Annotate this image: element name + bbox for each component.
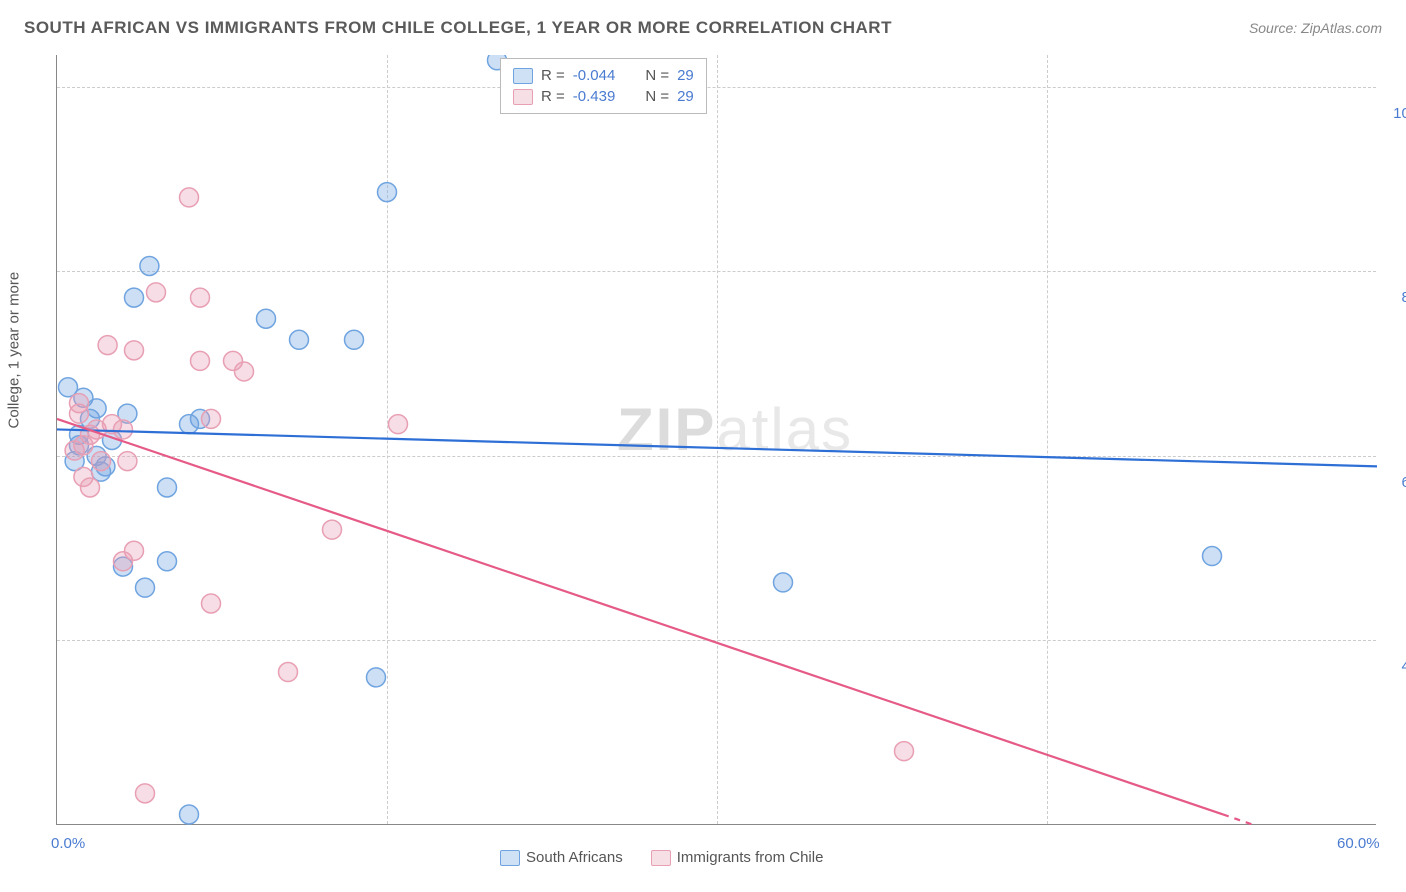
data-point	[74, 436, 93, 455]
data-point	[389, 415, 408, 434]
y-tick-label: 100.0%	[1384, 105, 1406, 122]
trend-line-dashed	[1223, 814, 1377, 825]
x-tick-label: 60.0%	[1337, 835, 1380, 852]
source-prefix: Source:	[1249, 20, 1301, 36]
series-name: South Africans	[526, 849, 623, 866]
correlation-legend: R = -0.044 N = 29 R = -0.439 N = 29	[500, 58, 707, 114]
header-row: SOUTH AFRICAN VS IMMIGRANTS FROM CHILE C…	[0, 0, 1406, 48]
data-point	[87, 399, 106, 418]
data-point	[202, 409, 221, 428]
y-tick-label: 65.0%	[1384, 474, 1406, 491]
data-point	[367, 668, 386, 687]
data-point	[202, 594, 221, 613]
data-point	[118, 452, 137, 471]
data-point	[158, 478, 177, 497]
y-tick-label: 47.5%	[1384, 658, 1406, 675]
data-point	[70, 394, 89, 413]
data-point	[290, 330, 309, 349]
data-point	[125, 341, 144, 360]
data-point	[279, 663, 298, 682]
data-point	[180, 805, 199, 824]
data-point	[895, 742, 914, 761]
plot-area: ZIPatlas 47.5%65.0%82.5%100.0%0.0%60.0%	[56, 55, 1376, 825]
legend-r-value: -0.044	[573, 67, 616, 84]
trend-line	[57, 429, 1377, 466]
data-point	[92, 452, 111, 471]
correlation-legend-row: R = -0.044 N = 29	[513, 65, 694, 86]
legend-n-value: 29	[677, 67, 694, 84]
source-label: Source: ZipAtlas.com	[1249, 20, 1382, 36]
data-point	[345, 330, 364, 349]
legend-r-label: R =	[541, 67, 565, 84]
legend-r-value: -0.439	[573, 88, 616, 105]
data-point	[180, 188, 199, 207]
data-point	[774, 573, 793, 592]
data-point	[125, 288, 144, 307]
data-point	[323, 520, 342, 539]
legend-swatch	[513, 68, 533, 84]
data-point	[257, 309, 276, 328]
correlation-legend-row: R = -0.439 N = 29	[513, 86, 694, 107]
data-point	[136, 784, 155, 803]
chart-svg	[57, 55, 1377, 825]
data-point	[191, 351, 210, 370]
legend-swatch	[500, 850, 520, 866]
data-point	[125, 541, 144, 560]
legend-n-label: N =	[645, 67, 669, 84]
legend-n-value: 29	[677, 88, 694, 105]
series-legend: South Africans Immigrants from Chile	[500, 849, 823, 866]
data-point	[81, 478, 100, 497]
legend-n-label: N =	[645, 88, 669, 105]
series-legend-item: Immigrants from Chile	[651, 849, 824, 866]
data-point	[1203, 547, 1222, 566]
source-name: ZipAtlas.com	[1301, 20, 1382, 36]
y-axis-label: College, 1 year or more	[6, 272, 23, 429]
legend-swatch	[651, 850, 671, 866]
data-point	[114, 420, 133, 439]
legend-r-label: R =	[541, 88, 565, 105]
data-point	[191, 288, 210, 307]
y-tick-label: 82.5%	[1384, 289, 1406, 306]
data-point	[158, 552, 177, 571]
data-point	[378, 183, 397, 202]
data-point	[136, 578, 155, 597]
x-tick-label: 0.0%	[51, 835, 85, 852]
legend-swatch	[513, 89, 533, 105]
series-name: Immigrants from Chile	[677, 849, 824, 866]
series-legend-item: South Africans	[500, 849, 623, 866]
chart-title: SOUTH AFRICAN VS IMMIGRANTS FROM CHILE C…	[24, 18, 892, 38]
data-point	[98, 336, 117, 355]
trend-line	[57, 419, 1223, 815]
data-point	[147, 283, 166, 302]
data-point	[140, 256, 159, 275]
data-point	[235, 362, 254, 381]
